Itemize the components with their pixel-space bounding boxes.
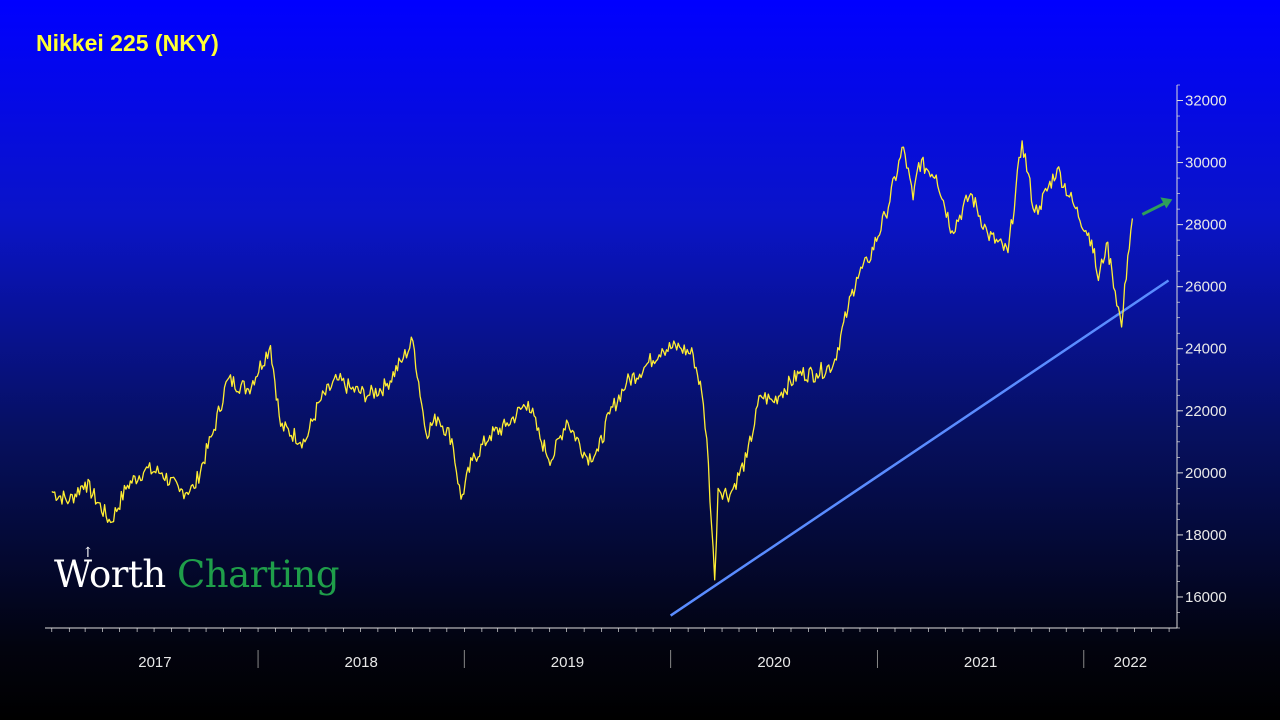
x-tick-label: 2020 bbox=[757, 654, 790, 671]
y-tick-label: 22000 bbox=[1185, 403, 1227, 420]
logo-word-worth: Worth bbox=[54, 553, 166, 596]
trend-arrow-shaft bbox=[1141, 202, 1166, 216]
trend-arrow-head-icon bbox=[1160, 197, 1173, 209]
x-tick-label: 2021 bbox=[964, 654, 997, 671]
trendline bbox=[669, 279, 1170, 617]
y-tick-label: 30000 bbox=[1185, 155, 1227, 172]
x-tick-label: 2019 bbox=[551, 654, 584, 671]
y-tick-label: 24000 bbox=[1185, 341, 1227, 358]
y-tick-label: 16000 bbox=[1185, 589, 1227, 606]
x-tick-label: 2018 bbox=[345, 654, 378, 671]
logo-word-charting: Charting bbox=[176, 553, 340, 596]
y-tick-label: 32000 bbox=[1185, 93, 1227, 110]
x-tick-label: 2017 bbox=[138, 654, 171, 671]
y-tick-label: 18000 bbox=[1185, 527, 1227, 544]
worth-charting-logo: ↑ Worth Charting bbox=[54, 545, 340, 596]
logo-arrow-icon: ↑ bbox=[82, 545, 94, 561]
y-tick-label: 28000 bbox=[1185, 217, 1227, 234]
y-tick-label: 26000 bbox=[1185, 279, 1227, 296]
x-tick-label: 2022 bbox=[1114, 654, 1147, 671]
chart-title: Nikkei 225 (NKY) bbox=[36, 30, 219, 56]
price-series-line bbox=[51, 140, 1134, 581]
y-tick-label: 20000 bbox=[1185, 465, 1227, 482]
